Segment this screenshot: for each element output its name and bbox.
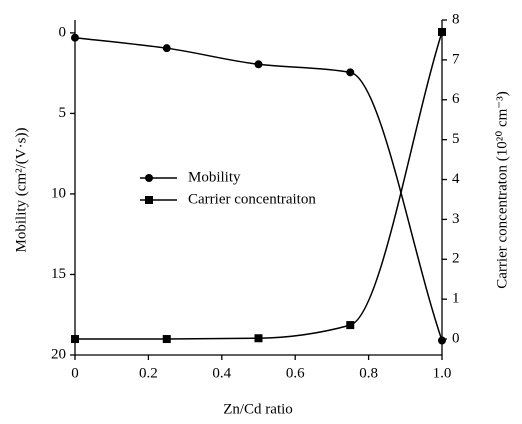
- x-tick-label: 0.6: [286, 365, 305, 381]
- data-point: [254, 60, 263, 69]
- y-tick-label: 0: [59, 24, 67, 40]
- legend-label: Mobility: [188, 169, 241, 185]
- y2-tick-label: 5: [452, 131, 460, 147]
- y-tick-label: 15: [51, 266, 66, 282]
- y2-tick-label: 2: [452, 251, 460, 267]
- legend-label: Carrier concentraiton: [188, 191, 316, 207]
- y-tick-label: 5: [59, 105, 67, 121]
- x-tick-label: 0.2: [139, 365, 158, 381]
- x-axis-label: Zn/Cd ratio: [223, 401, 293, 417]
- legend-marker: [145, 196, 153, 204]
- data-point: [162, 335, 171, 344]
- legend-marker: [145, 174, 153, 182]
- data-point: [162, 44, 171, 53]
- data-point: [438, 336, 446, 345]
- y2-tick-label: 3: [452, 211, 460, 227]
- series-line: [74, 36, 443, 341]
- data-point: [71, 33, 79, 42]
- data-point: [254, 334, 263, 343]
- y2-tick-label: 8: [452, 11, 460, 27]
- data-point: [346, 321, 355, 330]
- y-axis-label: Mobility (cm²/(V·s)): [13, 128, 29, 253]
- y2-tick-label: 6: [452, 91, 460, 107]
- y-tick-label: 20: [51, 346, 66, 362]
- y2-tick-label: 4: [452, 171, 460, 187]
- x-tick-label: 0.4: [212, 365, 231, 381]
- x-tick-label: 0.8: [359, 365, 378, 381]
- y2-tick-label: 0: [452, 330, 460, 346]
- data-point: [346, 68, 355, 77]
- x-tick-label: 1.0: [433, 365, 452, 381]
- y2-tick-label: 1: [452, 291, 460, 307]
- data-point: [438, 27, 446, 36]
- y2-axis-label: Carrier concentraton (10²⁰ cm⁻³): [494, 91, 510, 288]
- data-point: [71, 335, 79, 344]
- series-line: [74, 31, 443, 340]
- x-tick-label: 0: [71, 365, 79, 381]
- y2-tick-label: 7: [452, 51, 460, 67]
- y-tick-label: 10: [51, 185, 66, 201]
